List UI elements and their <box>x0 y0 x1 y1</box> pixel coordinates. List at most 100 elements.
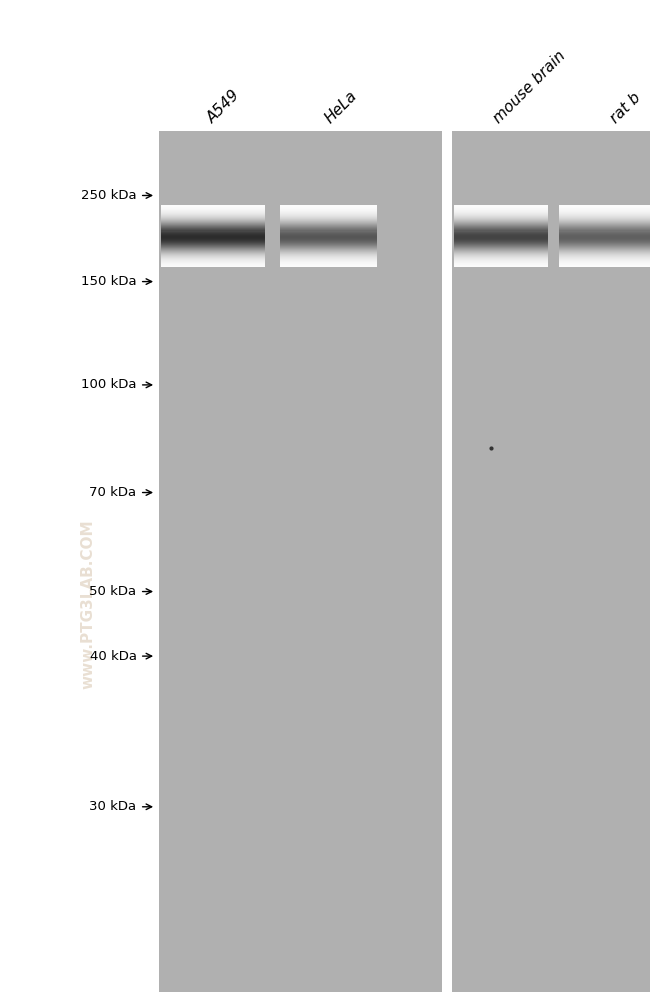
Bar <box>454 251 548 253</box>
Text: 50 kDa: 50 kDa <box>90 585 136 598</box>
Bar <box>559 219 650 221</box>
Bar <box>559 212 650 214</box>
Bar <box>161 255 265 257</box>
Bar <box>454 264 548 266</box>
Bar <box>559 237 650 239</box>
Bar <box>280 234 377 236</box>
Bar <box>161 252 265 254</box>
Bar <box>280 223 377 225</box>
Bar <box>161 248 265 250</box>
Bar <box>280 233 377 235</box>
Text: 70 kDa: 70 kDa <box>90 486 136 499</box>
Bar <box>280 246 377 248</box>
Bar <box>454 249 548 251</box>
Bar <box>454 262 548 264</box>
Bar <box>161 237 265 239</box>
Bar <box>280 259 377 261</box>
Bar <box>280 239 377 241</box>
Bar <box>161 215 265 218</box>
Bar <box>280 245 377 247</box>
Bar <box>280 217 377 219</box>
Bar <box>280 222 377 224</box>
Bar <box>454 230 548 232</box>
Bar <box>280 258 377 260</box>
Bar <box>280 241 377 243</box>
Bar <box>161 212 265 214</box>
Bar <box>161 208 265 210</box>
Bar <box>454 212 548 214</box>
Text: mouse brain: mouse brain <box>491 48 569 126</box>
Text: rat b: rat b <box>608 90 644 126</box>
Bar <box>559 244 650 246</box>
Bar <box>454 245 548 247</box>
Bar <box>454 237 548 239</box>
Bar <box>161 246 265 248</box>
Bar <box>559 258 650 260</box>
Bar <box>559 236 650 238</box>
Bar <box>161 260 265 262</box>
Bar <box>280 260 377 262</box>
Bar <box>454 213 548 215</box>
Bar <box>280 225 377 227</box>
Bar <box>161 247 265 249</box>
Bar <box>161 256 265 258</box>
Bar <box>559 247 650 249</box>
Bar <box>454 241 548 243</box>
Bar <box>559 261 650 263</box>
Bar <box>159 131 442 992</box>
Bar <box>280 205 377 207</box>
Bar <box>280 210 377 212</box>
Bar <box>454 209 548 211</box>
Bar <box>559 207 650 209</box>
Bar <box>161 225 265 227</box>
Bar <box>161 253 265 255</box>
Bar <box>280 249 377 251</box>
Bar <box>559 215 650 218</box>
Bar <box>559 264 650 266</box>
Bar <box>280 228 377 230</box>
Bar <box>454 252 548 254</box>
Bar <box>161 223 265 225</box>
Bar <box>280 244 377 246</box>
Bar <box>454 206 548 208</box>
Bar <box>454 257 548 259</box>
Text: 250 kDa: 250 kDa <box>81 189 136 202</box>
Bar <box>161 240 265 242</box>
Bar <box>559 222 650 224</box>
Bar <box>559 263 650 265</box>
Bar <box>559 249 650 251</box>
Bar <box>161 249 265 251</box>
Bar <box>161 231 265 233</box>
Bar <box>454 214 548 217</box>
Bar <box>280 263 377 265</box>
Text: HeLa: HeLa <box>322 88 359 126</box>
Bar <box>280 218 377 220</box>
Bar <box>454 263 548 265</box>
Bar <box>161 205 265 207</box>
Bar <box>454 254 548 256</box>
Bar <box>161 229 265 231</box>
Bar <box>454 244 548 246</box>
Bar <box>454 246 548 248</box>
Bar <box>559 262 650 264</box>
Bar <box>280 236 377 238</box>
Bar <box>559 227 650 229</box>
Bar <box>454 265 548 267</box>
Bar <box>454 236 548 238</box>
Bar <box>161 257 265 259</box>
Bar <box>559 251 650 253</box>
Bar <box>559 254 650 256</box>
Bar <box>559 238 650 240</box>
Bar <box>559 235 650 237</box>
Bar <box>559 211 650 213</box>
Text: 100 kDa: 100 kDa <box>81 379 136 392</box>
Bar <box>454 223 548 225</box>
Bar <box>280 227 377 229</box>
Bar <box>559 208 650 210</box>
Bar <box>280 243 377 245</box>
Bar <box>161 236 265 238</box>
Bar <box>280 261 377 263</box>
Bar <box>559 221 650 223</box>
Bar <box>559 228 650 230</box>
Bar <box>161 221 265 223</box>
